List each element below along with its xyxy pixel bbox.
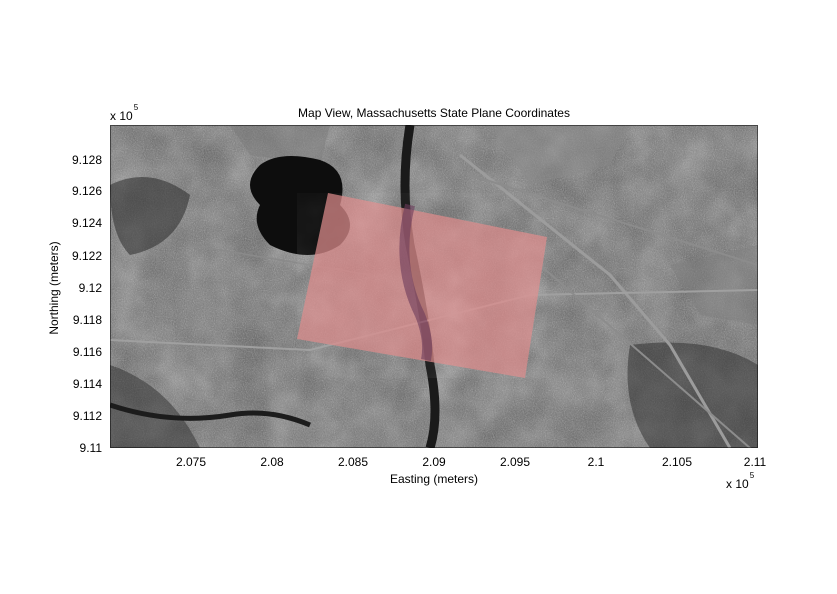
x-exponent-power: 5 [749, 471, 755, 480]
x-tick-label: 2.1 [587, 455, 605, 469]
x-tick-label: 2.075 [175, 455, 207, 469]
y-axis-label: Northing (meters) [47, 241, 61, 335]
y-tick-label: 9.11 [79, 441, 102, 455]
x-tick-label: 2.08 [260, 455, 284, 469]
x-tick-label: 2.105 [661, 455, 693, 469]
y-tick-label: 9.122 [71, 249, 102, 263]
x-tick-label: 2.095 [499, 455, 531, 469]
map-plot-area[interactable] [110, 125, 758, 448]
y-axis-exponent: x 105 [110, 103, 138, 123]
figure-title: Map View, Massachusetts State Plane Coor… [298, 106, 570, 120]
y-tick-label: 9.128 [71, 153, 102, 167]
x-tick-label: 2.11 [743, 455, 767, 469]
y-tick-label: 9.126 [71, 184, 102, 198]
y-exponent-power: 5 [133, 103, 139, 112]
x-axis-exponent: x 105 [726, 471, 754, 491]
y-exponent-base: x 10 [110, 109, 133, 123]
overlay-image [297, 193, 547, 378]
y-tick-label: 9.114 [72, 377, 102, 391]
y-tick-label: 9.124 [71, 216, 102, 230]
highway-road [459, 153, 732, 448]
y-tick-label: 9.112 [72, 409, 102, 423]
x-exponent-base: x 10 [726, 477, 749, 491]
y-tick-label: 9.118 [72, 313, 102, 327]
x-tick-label: 2.09 [422, 455, 446, 469]
x-tick-label: 2.085 [337, 455, 369, 469]
y-tick-label: 9.116 [72, 345, 102, 359]
x-axis-label: Easting (meters) [389, 472, 479, 486]
y-tick-label: 9.12 [78, 281, 102, 295]
